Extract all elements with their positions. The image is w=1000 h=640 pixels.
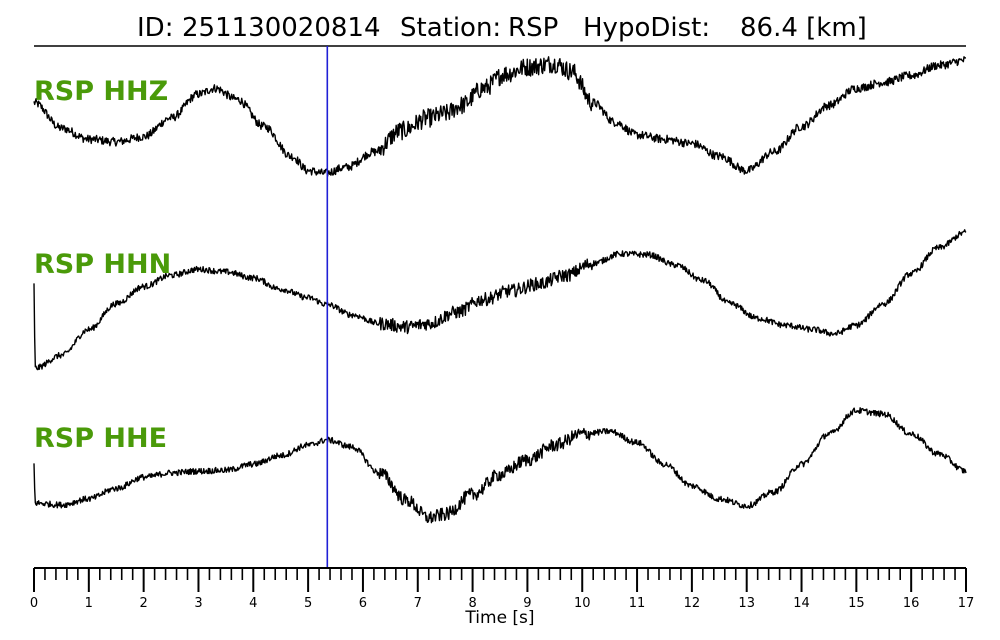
x-tick-label: 8 xyxy=(468,596,476,611)
x-tick-label: 5 xyxy=(304,596,312,611)
channel-label-hhz: RSP HHZ xyxy=(34,76,168,107)
x-tick-label: 10 xyxy=(574,596,591,611)
x-tick-label: 6 xyxy=(359,596,367,611)
x-tick-label: 11 xyxy=(629,596,646,611)
x-tick-label: 15 xyxy=(848,596,865,611)
hypodist-value: 86.4 [km] xyxy=(740,13,867,43)
x-tick-label: 1 xyxy=(85,596,93,611)
x-axis-label: Time [s] xyxy=(464,608,534,628)
traces-group: RSP HHZ RSP HHN RSP HHE xyxy=(33,56,967,524)
trace-rsp-hhz xyxy=(33,56,967,177)
x-tick-label: 16 xyxy=(903,596,920,611)
x-tick-label: 4 xyxy=(249,596,257,611)
x-tick-label: 7 xyxy=(414,596,422,611)
station-code: RSP xyxy=(508,13,558,43)
x-tick-label: 9 xyxy=(523,596,531,611)
x-tick-label: 13 xyxy=(738,596,755,611)
trace-rsp-hhn xyxy=(33,229,967,371)
id-label: ID: xyxy=(137,13,173,43)
x-tick-label: 2 xyxy=(140,596,148,611)
channel-label-hhn: RSP HHN xyxy=(34,249,171,280)
x-tick-label: 0 xyxy=(30,596,38,611)
x-tick-label: 14 xyxy=(793,596,810,611)
event-id: 251130020814 xyxy=(182,13,381,43)
station-label: Station: xyxy=(400,13,501,43)
channel-label-hhe: RSP HHE xyxy=(34,423,167,454)
hypodist-label: HypoDist: xyxy=(583,13,710,43)
time-axis: 0 1 2 3 4 5 6 7 8 9 10 11 12 13 14 15 16 17 xyxy=(30,567,975,611)
x-tick-label: 3 xyxy=(194,596,202,611)
x-tick-label: 12 xyxy=(684,596,701,611)
x-tick-label: 17 xyxy=(958,596,975,611)
trace-rsp-hhe xyxy=(33,407,967,524)
